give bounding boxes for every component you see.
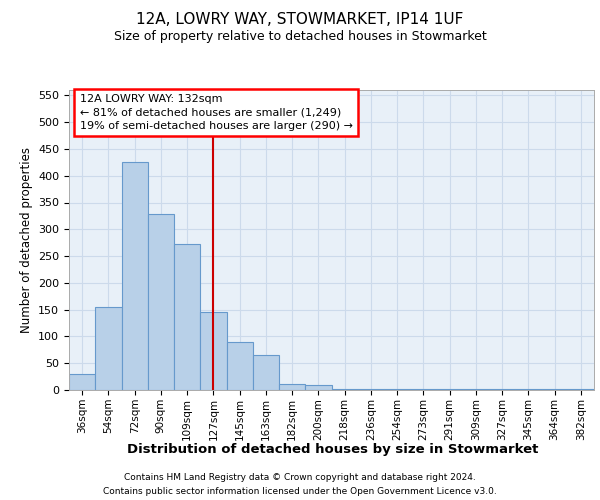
Text: Size of property relative to detached houses in Stowmarket: Size of property relative to detached ho… (113, 30, 487, 43)
Bar (174, 244, 200, 390)
Bar (331, 389, 358, 390)
Text: Contains public sector information licensed under the Open Government Licence v3: Contains public sector information licen… (103, 488, 497, 496)
Text: 12A, LOWRY WAY, STOWMARKET, IP14 1UF: 12A, LOWRY WAY, STOWMARKET, IP14 1UF (136, 12, 464, 28)
Y-axis label: Number of detached properties: Number of detached properties (20, 147, 32, 333)
Bar (148, 214, 174, 390)
Bar (227, 342, 253, 390)
Bar (121, 162, 148, 390)
Bar (200, 312, 227, 390)
Bar (384, 389, 410, 390)
Bar (305, 384, 331, 390)
Text: 12A LOWRY WAY: 132sqm
← 81% of detached houses are smaller (1,249)
19% of semi-d: 12A LOWRY WAY: 132sqm ← 81% of detached … (79, 94, 353, 131)
Bar (463, 389, 489, 390)
Bar (95, 307, 121, 390)
Bar (279, 384, 305, 390)
Bar (437, 389, 463, 390)
Bar (568, 389, 594, 390)
Bar (410, 389, 437, 390)
Text: Distribution of detached houses by size in Stowmarket: Distribution of detached houses by size … (127, 442, 539, 456)
Bar (253, 355, 279, 390)
Bar (358, 389, 384, 390)
Bar (489, 389, 515, 390)
Bar (515, 389, 542, 390)
Text: Contains HM Land Registry data © Crown copyright and database right 2024.: Contains HM Land Registry data © Crown c… (124, 472, 476, 482)
Bar (542, 389, 568, 390)
Bar (69, 374, 95, 390)
